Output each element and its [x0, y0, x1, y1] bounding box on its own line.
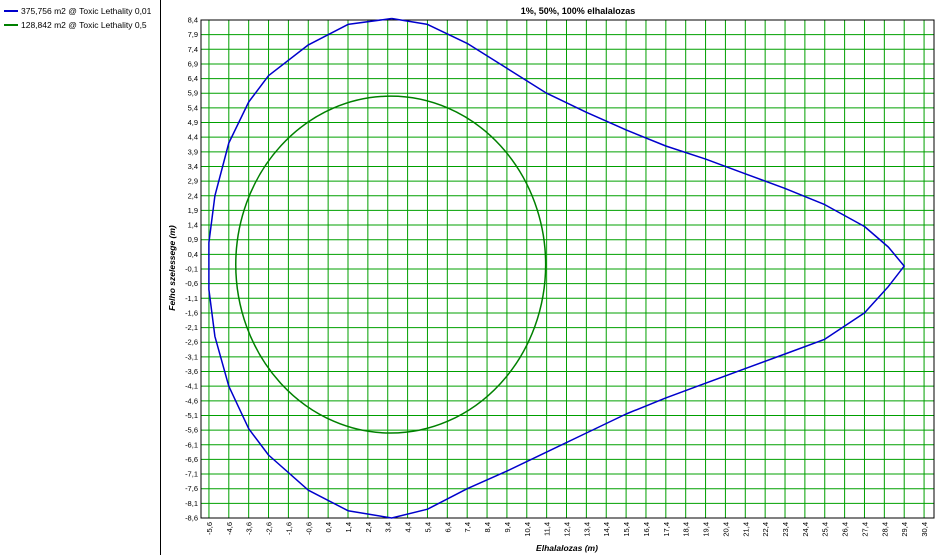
y-tick-label: 2,4 — [188, 191, 198, 200]
legend-item: 375,756 m2 @ Toxic Lethality 0,01 — [4, 5, 151, 17]
y-tick-label: 3,4 — [188, 162, 198, 171]
y-tick-label: -1,1 — [185, 294, 198, 303]
x-tick-label: -1,6 — [284, 522, 293, 535]
x-tick-label: 14,4 — [602, 522, 611, 537]
x-tick-label: 26,4 — [841, 522, 850, 537]
y-tick-label: 1,4 — [188, 221, 198, 230]
y-tick-label: -4,1 — [185, 382, 198, 391]
plot-frame — [200, 19, 935, 519]
legend-item: 128,842 m2 @ Toxic Lethality 0,5 — [4, 19, 147, 31]
x-tick-label: 16,4 — [642, 522, 651, 537]
y-tick-label: -2,6 — [185, 338, 198, 347]
x-tick-label: 3,4 — [384, 522, 393, 532]
y-tick-label: 0,9 — [188, 235, 198, 244]
legend-label: 375,756 m2 @ Toxic Lethality 0,01 — [21, 6, 152, 16]
x-tick-label: -3,6 — [245, 522, 254, 535]
x-tick-label: 11,4 — [543, 522, 552, 536]
x-tick-label: -0,6 — [304, 522, 313, 535]
x-tick-label: 20,4 — [721, 522, 730, 537]
y-tick-label: -3,6 — [185, 367, 198, 376]
y-tick-label: 6,4 — [188, 74, 198, 83]
plot-grid — [201, 19, 934, 519]
x-tick-label: 17,4 — [662, 522, 671, 537]
series-line-toxic-0-5 — [235, 95, 547, 434]
x-tick-label: 0,4 — [324, 522, 333, 532]
x-axis-label: Elhalalozas (m) — [536, 543, 598, 553]
x-tick-label: 5,4 — [423, 522, 432, 532]
y-tick-label: 7,9 — [188, 30, 198, 39]
legend-swatch — [4, 24, 18, 26]
chart-panel: 1%, 50%, 100% elhalalozas Elhalalozas (m… — [161, 0, 946, 557]
x-tick-label: -4,6 — [225, 522, 234, 535]
y-tick-label: -8,6 — [185, 514, 198, 523]
legend-swatch — [4, 10, 18, 12]
chart-title: 1%, 50%, 100% elhalalozas — [521, 6, 636, 16]
x-tick-label: 28,4 — [880, 522, 889, 537]
x-tick-label: 19,4 — [702, 522, 711, 537]
series-line-toxic-0-01 — [208, 17, 905, 519]
x-tick-label: 22,4 — [761, 522, 770, 537]
y-tick-label: -2,1 — [185, 323, 198, 332]
y-tick-label: -8,1 — [185, 499, 198, 508]
y-tick-label: -0,1 — [185, 265, 198, 274]
y-tick-label: 0,4 — [188, 250, 198, 259]
y-tick-label: -3,1 — [185, 352, 198, 361]
x-tick-label: 2,4 — [364, 522, 373, 532]
y-tick-label: -7,6 — [185, 484, 198, 493]
x-tick-label: 7,4 — [463, 522, 472, 532]
x-tick-label: -2,6 — [265, 522, 274, 535]
x-tick-label: 25,4 — [821, 522, 830, 537]
y-tick-label: -7,1 — [185, 470, 198, 479]
y-tick-label: 5,9 — [188, 89, 198, 98]
y-tick-label: 5,4 — [188, 103, 198, 112]
y-tick-label: -6,6 — [185, 455, 198, 464]
y-axis-label: Felho szelessege (m) — [167, 225, 177, 311]
x-tick-label: 10,4 — [523, 522, 532, 537]
x-tick-label: 30,4 — [920, 522, 929, 537]
x-tick-label: 21,4 — [741, 522, 750, 537]
x-tick-label: 12,4 — [563, 522, 572, 537]
y-tick-label: 4,9 — [188, 118, 198, 127]
y-tick-label: 2,9 — [188, 177, 198, 186]
x-tick-label: 9,4 — [503, 522, 512, 532]
x-tick-label: 1,4 — [344, 522, 353, 532]
x-tick-label: 29,4 — [900, 522, 909, 537]
y-tick-label: -6,1 — [185, 440, 198, 449]
y-tick-label: 4,4 — [188, 133, 198, 142]
x-tick-label: 8,4 — [483, 522, 492, 532]
y-tick-label: -5,1 — [185, 411, 198, 420]
x-tick-label: 27,4 — [860, 522, 869, 537]
x-tick-label: 18,4 — [682, 522, 691, 537]
y-tick-label: -4,6 — [185, 396, 198, 405]
x-tick-label: 23,4 — [781, 522, 790, 537]
y-tick-label: 6,9 — [188, 59, 198, 68]
legend-panel: 375,756 m2 @ Toxic Lethality 0,01 128,842… — [0, 0, 161, 555]
x-tick-label: 15,4 — [622, 522, 631, 537]
y-tick-label: 1,9 — [188, 206, 198, 215]
y-tick-label: 7,4 — [188, 45, 198, 54]
y-tick-label: 3,9 — [188, 147, 198, 156]
x-tick-label: 6,4 — [443, 522, 452, 532]
x-tick-label: 13,4 — [582, 522, 591, 537]
chart-svg: 1%, 50%, 100% elhalalozas Elhalalozas (m… — [167, 6, 935, 553]
y-tick-label: -1,6 — [185, 308, 198, 317]
y-tick-label: -0,6 — [185, 279, 198, 288]
legend-label: 128,842 m2 @ Toxic Lethality 0,5 — [21, 20, 147, 30]
y-tick-label: 8,4 — [188, 16, 198, 25]
x-tick-label: 4,4 — [404, 522, 413, 532]
x-tick-label: 24,4 — [801, 522, 810, 537]
y-tick-label: -5,6 — [185, 426, 198, 435]
x-tick-label: -5,6 — [205, 522, 214, 535]
